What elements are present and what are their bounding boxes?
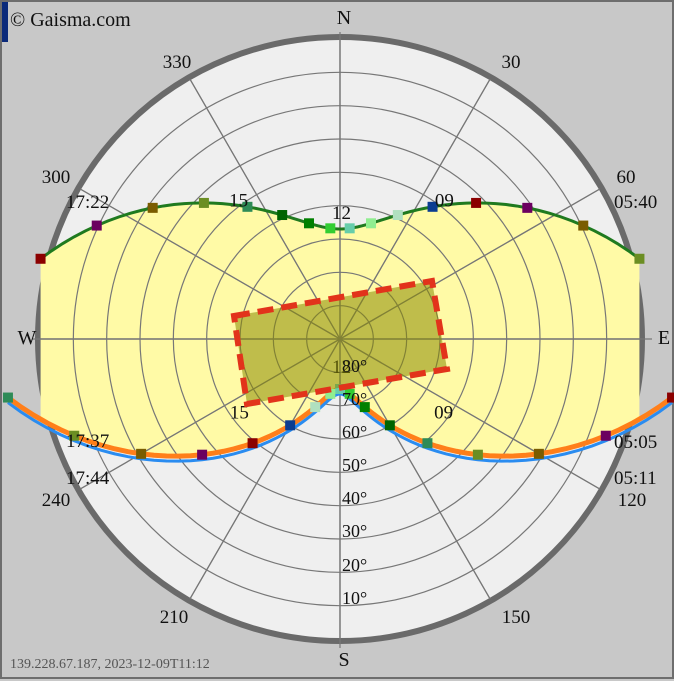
elevation-label-80: 80° <box>342 356 367 376</box>
summer-sun-path <box>39 201 641 260</box>
summer-hour-marker <box>277 210 288 221</box>
winter-hour-marker <box>422 438 433 449</box>
summer-hour-marker <box>366 218 377 229</box>
winter-hour-label: 15 <box>230 403 249 424</box>
azimuth-label-150: 150 <box>502 607 531 628</box>
compass-south: S <box>338 649 349 671</box>
summer-hour-marker <box>91 220 102 231</box>
summer-hour-label: 15 <box>229 190 248 211</box>
elevation-label-70: 70° <box>342 389 367 409</box>
winter-hour-marker <box>2 392 13 403</box>
winter-hour-marker <box>69 430 80 441</box>
elevation-label-40: 40° <box>342 488 367 508</box>
elevation-label-60: 60° <box>342 422 367 442</box>
summer-hour-marker <box>35 253 46 264</box>
summer-hour-marker <box>471 197 482 208</box>
footer-timestamp: 139.228.67.187, 2023-12-09T11:12 <box>10 657 210 672</box>
winter-hour-marker <box>325 388 336 399</box>
summer-hour-marker <box>303 218 314 229</box>
zenith-highlight-fill <box>234 281 447 404</box>
summer-hour-marker <box>198 197 209 208</box>
summer-hour-marker <box>147 202 158 213</box>
zenith-highlight-border <box>230 277 451 408</box>
winter-sunrise-label-b: 05:11 <box>614 468 657 489</box>
elevation-label-50: 50° <box>342 455 367 475</box>
summer-hour-marker <box>427 201 438 212</box>
compass-east: E <box>658 327 670 349</box>
summer-hour-marker <box>325 223 336 234</box>
azimuth-label-240: 240 <box>42 490 71 511</box>
azimuth-label-60: 60 <box>617 167 636 188</box>
summer-hour-marker <box>634 253 645 264</box>
winter-hour-marker <box>285 420 296 431</box>
winter-hour-marker <box>667 392 674 403</box>
summer-hour-marker <box>242 201 253 212</box>
winter-hour-marker <box>533 448 544 459</box>
winter-hour-marker <box>344 388 355 399</box>
elevation-label-10: 10° <box>342 588 367 608</box>
summer-hour-marker <box>392 210 403 221</box>
summer-sunset-label: 17:22 <box>66 192 109 213</box>
winter-sunset-label-a: 17:37 <box>66 431 109 452</box>
window-corner-accent <box>2 2 8 42</box>
winter-hour-marker <box>359 402 370 413</box>
azimuth-label-330: 330 <box>163 52 192 73</box>
winter-hour-label: 09 <box>434 403 453 424</box>
azimuth-label-120: 120 <box>618 490 647 511</box>
summer-sunrise-label: 05:40 <box>614 192 657 213</box>
summer-hour-label: 12 <box>332 203 351 224</box>
summer-hour-marker <box>522 202 533 213</box>
winter-sunrise-label-a: 05:05 <box>614 432 657 453</box>
compass-west: W <box>18 327 37 349</box>
winter-hour-marker <box>384 420 395 431</box>
elevation-label-30: 30° <box>342 521 367 541</box>
winter-hour-marker <box>197 449 208 460</box>
summer-hour-label: 09 <box>435 190 454 211</box>
winter-sunset-label-b: 17:44 <box>66 468 110 489</box>
azimuth-label-300: 300 <box>42 167 71 188</box>
copyright-text: © Gaisma.com <box>10 9 131 31</box>
compass-north: N <box>337 7 351 29</box>
elevation-label-20: 20° <box>342 555 367 575</box>
winter-hour-marker <box>136 448 147 459</box>
azimuth-label-30: 30 <box>502 52 521 73</box>
summer-hour-marker <box>578 220 589 231</box>
winter-hour-marker <box>472 449 483 460</box>
summer-hour-marker <box>344 223 355 234</box>
winter-hour-marker <box>310 402 321 413</box>
azimuth-label-210: 210 <box>160 607 189 628</box>
winter-hour-marker <box>247 438 258 449</box>
winter-hour-marker <box>600 430 611 441</box>
